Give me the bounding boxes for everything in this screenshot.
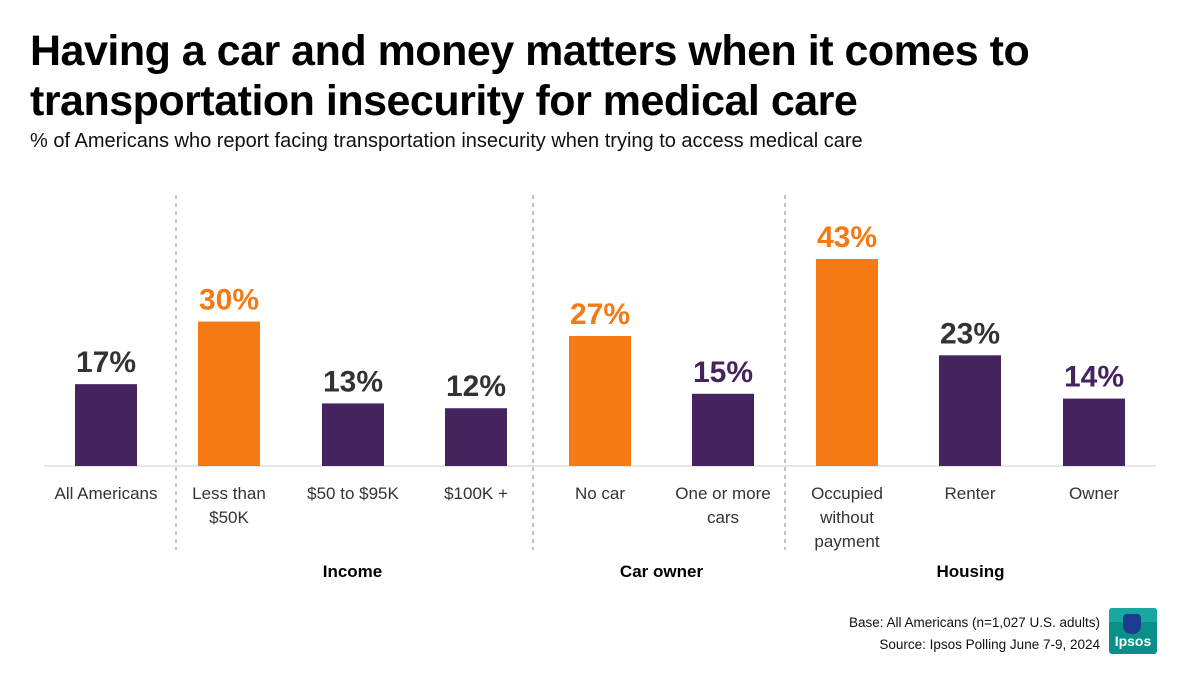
category-label-6: One or more cars bbox=[675, 484, 770, 527]
category-label-5: No car bbox=[575, 484, 625, 503]
logo-text: Ipsos bbox=[1114, 633, 1152, 649]
group-label-car-owner: Car owner bbox=[620, 562, 704, 581]
chart-title: Having a car and money matters when it c… bbox=[30, 27, 1030, 125]
category-label-1: All Americans bbox=[55, 484, 158, 503]
category-label-2: Less than $50K bbox=[192, 484, 266, 527]
ipsos-logo: Ipsos bbox=[1109, 608, 1157, 654]
bar-4 bbox=[445, 408, 507, 466]
bar-2 bbox=[198, 321, 260, 466]
value-label-6: 15% bbox=[693, 356, 753, 389]
category-label-3: $50 to $95K bbox=[307, 484, 399, 503]
value-label-8: 23% bbox=[940, 317, 1000, 350]
value-label-3: 13% bbox=[323, 365, 383, 398]
base-note: Base: All Americans (n=1,027 U.S. adults… bbox=[848, 615, 1100, 630]
bar-3 bbox=[322, 403, 384, 466]
value-label-2: 30% bbox=[199, 284, 259, 317]
group-label-housing: Housing bbox=[937, 562, 1005, 581]
value-label-4: 12% bbox=[446, 370, 506, 403]
chart-footer: Base: All Americans (n=1,027 U.S. adults… bbox=[849, 612, 1100, 656]
source-note: Source: Ipsos Polling June 7-9, 2024 bbox=[879, 637, 1100, 652]
value-label-5: 27% bbox=[570, 298, 630, 331]
logo-glyph-icon bbox=[1123, 614, 1141, 634]
bar-5 bbox=[569, 336, 631, 466]
bar-9 bbox=[1063, 398, 1125, 466]
bar-chart: 17% All Americans 30% Less than $50K 13% $50 t… bbox=[44, 195, 1156, 581]
category-label-8: Renter bbox=[944, 484, 995, 503]
category-label-9: Owner bbox=[1069, 484, 1119, 503]
category-label-4: $100K + bbox=[444, 484, 508, 503]
value-label-7: 43% bbox=[817, 221, 877, 254]
bar-8 bbox=[939, 355, 1001, 466]
value-label-1: 17% bbox=[76, 346, 136, 379]
group-label-income: Income bbox=[323, 562, 383, 581]
chart-subtitle: % of Americans who report facing transpo… bbox=[30, 130, 863, 152]
bar-6 bbox=[692, 393, 754, 466]
bar-7 bbox=[816, 259, 878, 466]
value-label-9: 14% bbox=[1064, 361, 1124, 394]
bar-1 bbox=[75, 384, 137, 466]
category-label-7: Occupied without payment bbox=[811, 484, 883, 551]
